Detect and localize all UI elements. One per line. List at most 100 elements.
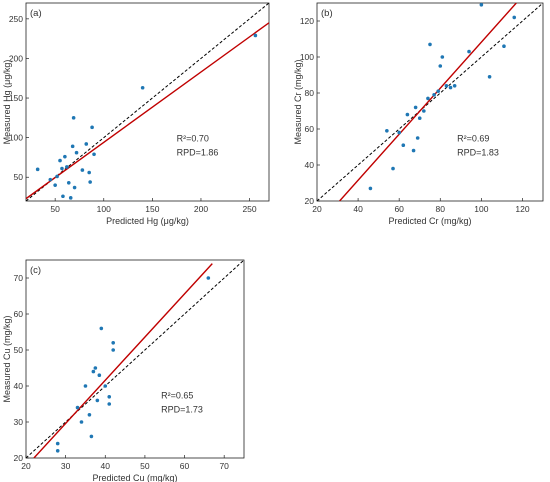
- data-point: [83, 384, 88, 388]
- y-axis-label: Measured Cu (mg/kg): [2, 315, 12, 402]
- data-point: [95, 398, 100, 403]
- y-tick-label: 100: [300, 52, 314, 62]
- x-tick-label: 250: [242, 204, 256, 214]
- data-point: [48, 177, 53, 182]
- y-axis-label: Measured Cr (mg/kg): [293, 59, 303, 144]
- data-point: [479, 3, 484, 7]
- data-point: [487, 75, 492, 79]
- data-point: [253, 33, 258, 38]
- data-point: [422, 109, 426, 113]
- data-point: [397, 130, 401, 135]
- x-tick-label: 50: [140, 461, 150, 471]
- data-point: [111, 341, 115, 345]
- data-point: [92, 152, 96, 157]
- y-tick-label: 50: [14, 345, 24, 355]
- data-point: [432, 93, 436, 97]
- stat-label: R²=0.70: [177, 134, 209, 144]
- data-point: [55, 449, 60, 453]
- data-point: [103, 384, 108, 388]
- data-point: [438, 64, 443, 68]
- data-point: [74, 150, 79, 155]
- data-point: [87, 413, 92, 417]
- x-tick-label: 200: [194, 204, 208, 214]
- data-point: [35, 167, 40, 172]
- chart-panel: 50 100 150 200 250 50 100 150 200 250 Predicted Hg…: [2, 2, 270, 226]
- data-point: [53, 183, 57, 187]
- y-tick-label: 40: [305, 160, 315, 170]
- x-tick-label: 50: [50, 204, 60, 214]
- y-tick-label: 40: [14, 381, 24, 391]
- data-point: [97, 373, 102, 378]
- y-tick-label: 200: [9, 53, 23, 63]
- data-point: [66, 180, 71, 185]
- x-tick-label: 80: [436, 204, 446, 214]
- data-point: [436, 89, 441, 93]
- data-point: [440, 55, 445, 59]
- data-point: [55, 174, 59, 179]
- data-point: [61, 194, 65, 199]
- y-tick-label: 20: [305, 196, 315, 206]
- data-point: [91, 369, 96, 374]
- y-tick-label: 70: [14, 273, 24, 283]
- data-point: [502, 44, 506, 48]
- data-point: [413, 105, 418, 110]
- data-point: [84, 142, 89, 146]
- reference-line: [26, 3, 269, 201]
- y-tick-label: 50: [14, 172, 24, 182]
- data-point: [72, 185, 77, 190]
- data-point: [65, 165, 69, 169]
- data-point: [428, 42, 432, 47]
- x-tick-label: 60: [394, 204, 404, 214]
- data-point: [444, 84, 449, 88]
- data-point: [70, 144, 75, 149]
- reference-line: [26, 260, 244, 458]
- data-point: [87, 170, 91, 175]
- data-point: [368, 186, 373, 191]
- data-point: [63, 154, 67, 159]
- data-point: [89, 434, 94, 439]
- x-tick-label: 30: [61, 461, 71, 471]
- data-point: [385, 129, 389, 133]
- data-point: [467, 49, 471, 54]
- data-point: [405, 112, 410, 117]
- y-tick-label: 150: [9, 93, 23, 103]
- data-point: [411, 148, 416, 153]
- data-point: [107, 402, 112, 406]
- data-point: [415, 136, 420, 140]
- reference-line: [317, 3, 543, 201]
- data-point: [79, 420, 84, 424]
- x-tick-label: 40: [353, 204, 363, 214]
- data-point: [448, 85, 453, 90]
- x-tick-label: 120: [515, 204, 529, 214]
- data-point: [107, 395, 112, 399]
- y-tick-label: 60: [305, 124, 315, 134]
- y-tick-label: 100: [9, 133, 23, 143]
- data-point: [71, 116, 76, 120]
- y-tick-label: 60: [14, 309, 24, 319]
- x-tick-label: 150: [145, 204, 159, 214]
- panel-label: (a): [30, 8, 42, 19]
- data-point: [426, 96, 430, 101]
- data-point: [401, 143, 406, 147]
- data-point: [88, 180, 92, 184]
- y-tick-label: 80: [305, 88, 315, 98]
- data-point: [93, 366, 98, 370]
- axes-frame: [25, 259, 245, 459]
- chart-panel: 20 40 60 80 100 120 20 40 60 80 100 120 Predicted Cr…: [293, 2, 544, 226]
- x-tick-label: 60: [180, 461, 190, 471]
- panel-label: (c): [30, 265, 41, 276]
- chart-panel: 20 30 40 50 60 70 20 30 40 50 60 70 Predicted Cu (mg…: [2, 259, 245, 482]
- data-point: [55, 441, 60, 446]
- axes-frame: [316, 2, 544, 202]
- y-axis-label: Measured Hg (μg/kg): [2, 60, 12, 145]
- x-axis-label: Predicted Cu (mg/kg): [92, 473, 177, 482]
- fit-line: [339, 3, 517, 201]
- stat-label: RPD=1.86: [177, 148, 219, 158]
- x-tick-label: 100: [474, 204, 488, 214]
- data-point: [80, 168, 85, 172]
- y-tick-label: 250: [9, 14, 23, 24]
- x-axis-label: Predicted Hg (μg/kg): [106, 216, 189, 226]
- stat-label: R²=0.69: [457, 134, 489, 144]
- data-point: [60, 166, 64, 171]
